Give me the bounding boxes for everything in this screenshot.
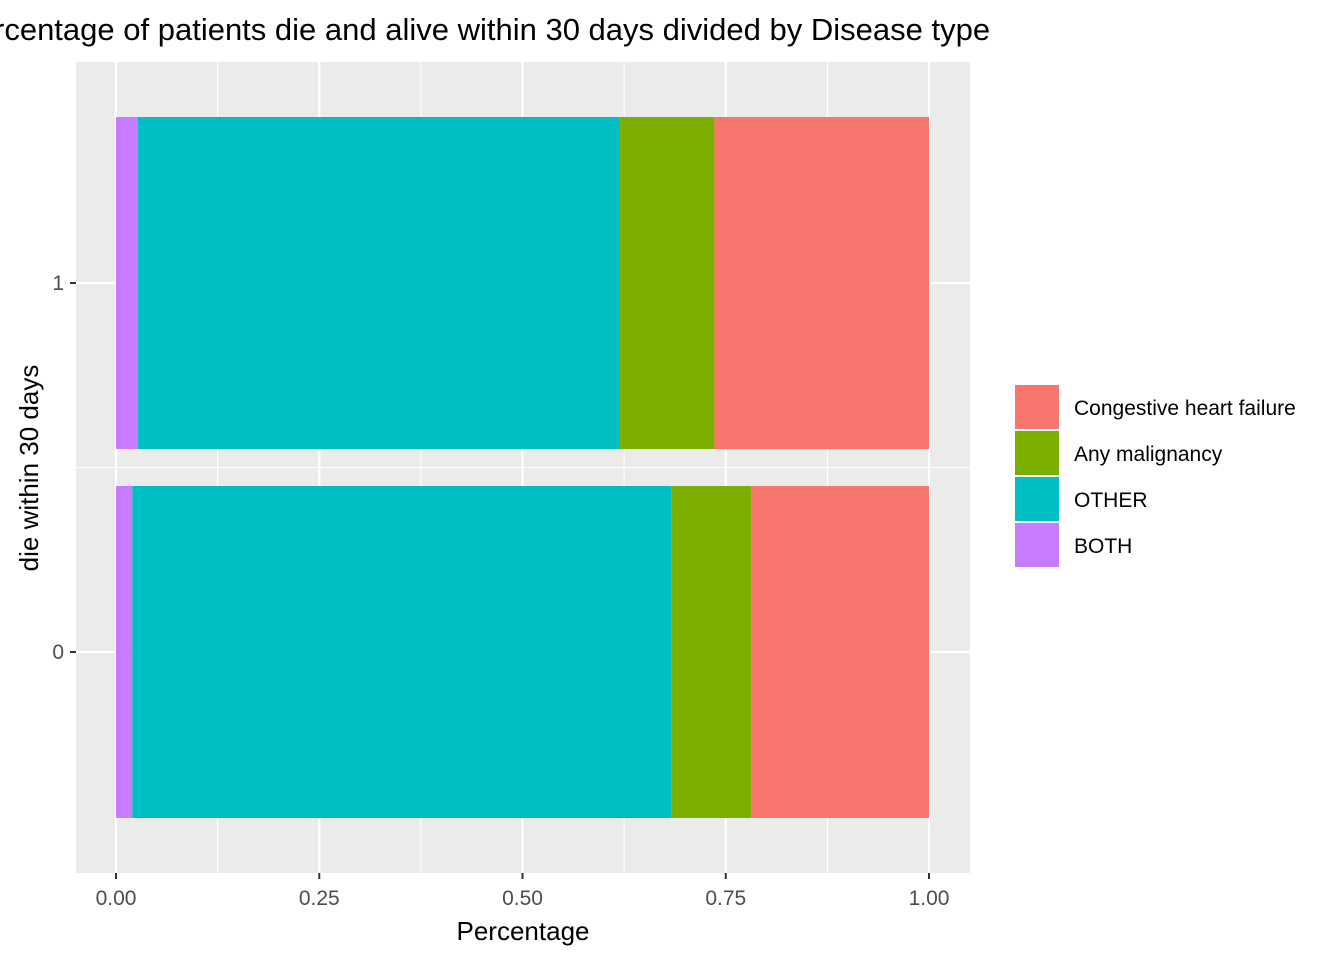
bar-segment-other-cat-0	[132, 486, 672, 818]
y-tick-label: 0	[52, 641, 64, 664]
x-tick-label: 0.50	[502, 887, 543, 910]
bar-segment-congestive-heart-failure-cat-0	[750, 486, 929, 818]
y-axis-title: die within 30 days	[14, 365, 44, 572]
bar-segment-both-cat-1	[116, 117, 138, 449]
bar-segment-any-malignancy-cat-0	[671, 486, 751, 818]
axes: 0.00 0.25 0.50 0.75 1.00 0 1	[52, 272, 949, 910]
legend-label-congestive-heart-failure: Congestive heart failure	[1074, 397, 1296, 420]
bar-segment-congestive-heart-failure-cat-1	[714, 117, 929, 449]
x-axis-title: Percentage	[457, 916, 590, 946]
x-tick-label: 0.75	[705, 887, 746, 910]
x-tick-label: 1.00	[909, 887, 950, 910]
legend-label-other: OTHER	[1074, 489, 1148, 512]
bars	[116, 117, 929, 818]
legend-key-both	[1015, 523, 1059, 567]
x-tick-label: 0.25	[299, 887, 340, 910]
legend-key-congestive-heart-failure	[1015, 385, 1059, 429]
bar-segment-both-cat-0	[116, 486, 133, 818]
legend: Congestive heart failure Any malignancy OT…	[1015, 385, 1296, 567]
y-tick-label: 1	[52, 272, 64, 295]
legend-label-any-malignancy: Any malignancy	[1074, 443, 1223, 466]
bar-segment-any-malignancy-cat-1	[620, 117, 715, 449]
legend-label-both: BOTH	[1074, 535, 1132, 558]
legend-key-any-malignancy	[1015, 431, 1059, 475]
bar-segment-other-cat-1	[137, 117, 621, 449]
chart-title: rcentage of patients die and alive withi…	[0, 12, 990, 47]
legend-key-other	[1015, 477, 1059, 521]
x-tick-label: 0.00	[96, 887, 137, 910]
